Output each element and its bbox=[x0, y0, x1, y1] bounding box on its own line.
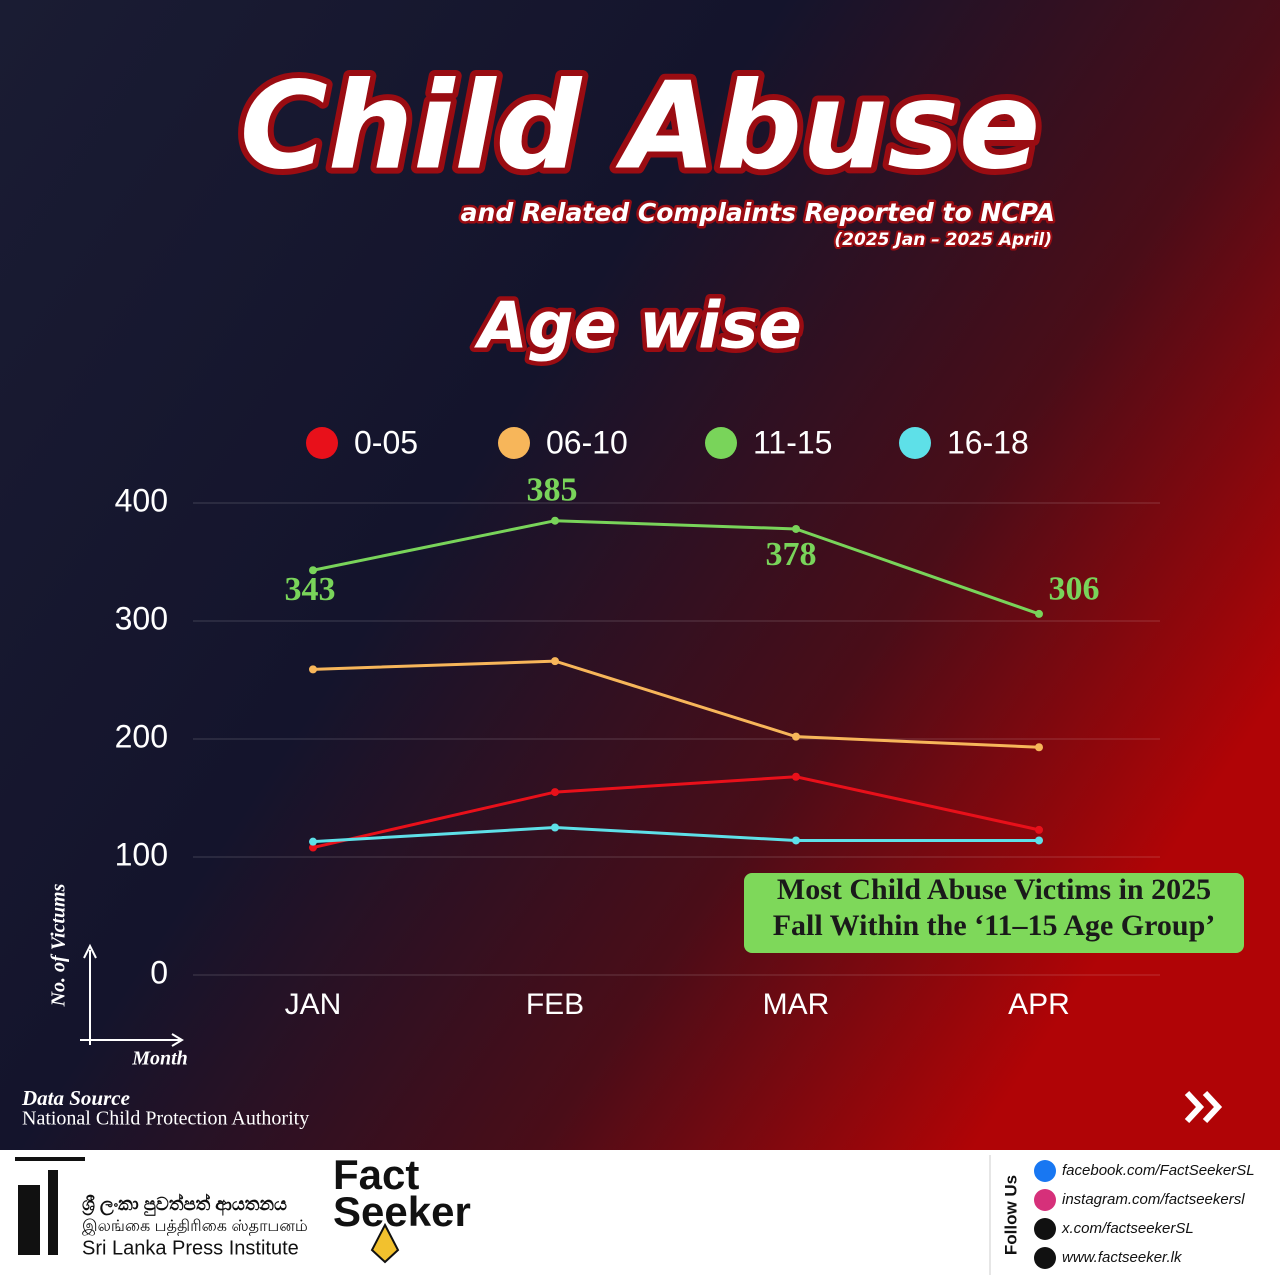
data-point bbox=[792, 524, 800, 533]
data-label: 378 bbox=[766, 536, 817, 573]
y-tick-label: 300 bbox=[115, 600, 168, 636]
brand: Fact bbox=[333, 1151, 419, 1198]
legend-label: 0-05 bbox=[354, 424, 418, 460]
legend-swatch bbox=[899, 427, 931, 459]
legend-label: 06-10 bbox=[546, 424, 628, 460]
data-point bbox=[551, 823, 559, 832]
slpi-logo bbox=[15, 1157, 85, 1255]
series-line bbox=[312, 775, 1040, 850]
data-point bbox=[309, 837, 317, 846]
link[interactable]: www.factseeker.lk bbox=[1062, 1249, 1183, 1266]
x-axis-label: Month bbox=[131, 1048, 188, 1070]
y-tick-label: 200 bbox=[115, 718, 168, 754]
x-tick-label: APR bbox=[1008, 988, 1070, 1021]
legend-swatch bbox=[306, 427, 338, 459]
y-tick-label: 100 bbox=[115, 836, 168, 872]
legend-label: 11-15 bbox=[753, 424, 832, 460]
data-point bbox=[1035, 825, 1043, 834]
data-label: 385 bbox=[527, 471, 578, 508]
data-point bbox=[1035, 836, 1043, 845]
data-point bbox=[551, 788, 559, 797]
source-label: Data Source bbox=[21, 1086, 130, 1110]
data-label: 343 bbox=[285, 571, 336, 608]
y-tick-label: 0 bbox=[150, 954, 168, 990]
legend-swatch bbox=[498, 427, 530, 459]
source-name: National Child Protection Authority bbox=[22, 1108, 309, 1130]
annotation-box bbox=[744, 873, 1244, 953]
data-point bbox=[309, 566, 317, 575]
brand: Seeker bbox=[333, 1188, 471, 1235]
social-links: facebook.com/FactSeekerSL instagram.com/… bbox=[1034, 1160, 1255, 1269]
data-point bbox=[792, 836, 800, 845]
background bbox=[0, 0, 1280, 1150]
data-point bbox=[792, 732, 800, 741]
series-line bbox=[312, 519, 1040, 616]
y-tick-label: 400 bbox=[115, 482, 168, 518]
y-axis-label: No. of Victums bbox=[48, 883, 70, 1007]
axis-icon bbox=[80, 943, 184, 1047]
footer bbox=[0, 1150, 1280, 1280]
data-point bbox=[551, 657, 559, 666]
legend-swatch bbox=[705, 427, 737, 459]
annotation-line: Fall Within the ‘11–15 Age Group’ bbox=[773, 909, 1216, 942]
legend-label: 16-18 bbox=[947, 424, 1029, 460]
web-icon bbox=[1034, 1247, 1056, 1269]
instagram-icon bbox=[1034, 1189, 1056, 1211]
annotation-line: Most Child Abuse Victims in 2025 bbox=[777, 873, 1211, 906]
data-point bbox=[1035, 609, 1043, 618]
heading: Age wise bbox=[473, 290, 802, 364]
link[interactable]: instagram.com/factseekersl bbox=[1062, 1191, 1245, 1208]
facebook-icon bbox=[1034, 1160, 1056, 1182]
series-line bbox=[312, 825, 1039, 844]
data-label: 306 bbox=[1049, 571, 1100, 608]
annotation: Most Child Abuse Victims in 2025 Fall Wi… bbox=[744, 873, 1244, 953]
data-point bbox=[551, 516, 559, 525]
link[interactable]: x.com/factseekerSL bbox=[1061, 1220, 1194, 1237]
x-tick-label: FEB bbox=[526, 988, 584, 1021]
institute-si: ශ්‍රී ලංකා පුවත්පත් ආයතනය bbox=[82, 1193, 287, 1217]
data-point bbox=[1035, 743, 1043, 752]
data-point bbox=[309, 665, 317, 674]
follow-label: Follow Us bbox=[1001, 1175, 1020, 1255]
x-tick-label: JAN bbox=[285, 988, 342, 1021]
x-tick-label: MAR bbox=[763, 988, 830, 1021]
title: Child Abuse bbox=[240, 58, 1040, 197]
data-point bbox=[309, 843, 317, 852]
series-line bbox=[312, 659, 1040, 749]
link[interactable]: facebook.com/FactSeekerSL bbox=[1062, 1162, 1255, 1179]
subtitle: and Related Complaints Reported to NCPA bbox=[461, 198, 1055, 227]
next-arrow[interactable] bbox=[1184, 1090, 1223, 1124]
period: (2025 Jan – 2025 April) bbox=[834, 230, 1052, 250]
x-icon bbox=[1034, 1218, 1056, 1240]
brand-icon bbox=[370, 1222, 400, 1264]
institute-ta: இலங்கை பத்திரிகை ஸ்தாபனம் bbox=[82, 1218, 308, 1236]
data-point bbox=[792, 772, 800, 781]
institute-en: Sri Lanka Press Institute bbox=[82, 1237, 299, 1259]
